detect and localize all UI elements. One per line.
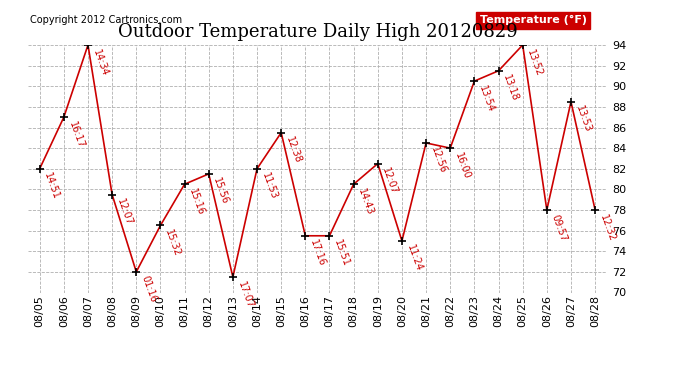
Text: 14:43: 14:43	[357, 187, 375, 216]
Text: 14:51: 14:51	[43, 171, 61, 201]
Text: 12:32: 12:32	[598, 213, 617, 243]
Text: 15:16: 15:16	[188, 187, 206, 217]
Text: 13:18: 13:18	[502, 74, 520, 103]
Text: Temperature (°F): Temperature (°F)	[480, 15, 586, 26]
Text: 14:34: 14:34	[91, 48, 110, 77]
Text: 12:07: 12:07	[381, 166, 400, 196]
Text: 09:57: 09:57	[550, 213, 569, 243]
Text: 15:51: 15:51	[333, 238, 351, 268]
Text: 11:53: 11:53	[260, 171, 279, 201]
Title: Outdoor Temperature Daily High 20120829: Outdoor Temperature Daily High 20120829	[117, 22, 518, 40]
Text: 15:32: 15:32	[164, 228, 182, 258]
Text: 16:00: 16:00	[453, 151, 472, 180]
Text: 01:16: 01:16	[139, 274, 158, 304]
Text: 16:17: 16:17	[67, 120, 86, 150]
Text: 11:24: 11:24	[405, 244, 424, 273]
Text: 12:38: 12:38	[284, 135, 303, 165]
Text: 17:16: 17:16	[308, 238, 327, 268]
Text: Copyright 2012 Cartronics.com: Copyright 2012 Cartronics.com	[30, 15, 183, 25]
Text: 17:07: 17:07	[236, 280, 255, 309]
Text: 13:54: 13:54	[477, 84, 496, 114]
Text: 12:56: 12:56	[429, 146, 448, 176]
Text: 13:52: 13:52	[526, 48, 544, 78]
Text: 13:53: 13:53	[574, 105, 593, 134]
Text: 15:56: 15:56	[212, 177, 230, 206]
Text: 12:07: 12:07	[115, 197, 134, 227]
